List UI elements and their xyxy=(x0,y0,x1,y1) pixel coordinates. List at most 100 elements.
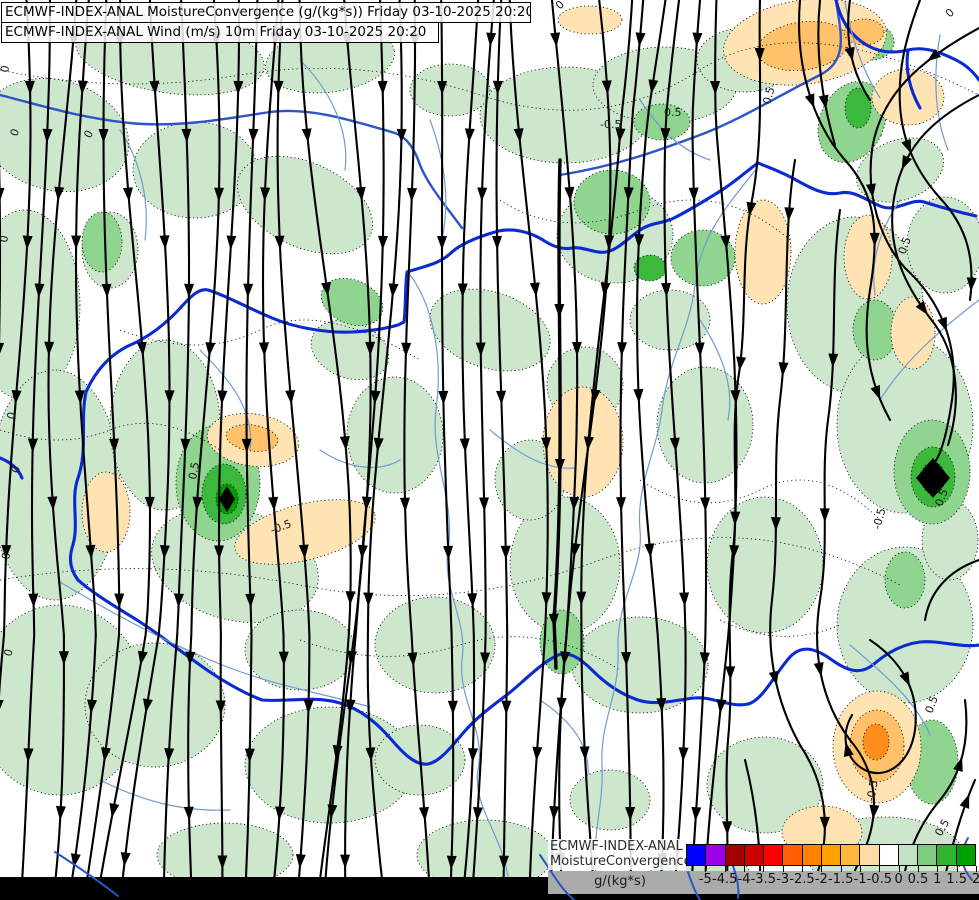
wind-arrowhead xyxy=(725,666,736,681)
wind-arrowhead xyxy=(399,497,410,512)
wind-arrowhead xyxy=(248,128,259,143)
wind-arrowhead xyxy=(870,384,881,400)
colorbar-tick xyxy=(918,866,919,872)
colorbar-tick xyxy=(705,866,707,872)
scale-tick-label: 1.5 xyxy=(946,872,968,887)
wind-arrowhead xyxy=(23,748,34,763)
wind-arrowhead xyxy=(142,698,153,714)
wind-arrowhead xyxy=(24,80,35,95)
wind-arrowhead xyxy=(215,700,226,715)
wind-arrowhead xyxy=(754,47,765,62)
wind-arrowhead xyxy=(98,128,109,143)
convergence-max-west xyxy=(219,486,235,512)
wind-arrowhead xyxy=(87,699,98,714)
wind-arrowhead xyxy=(615,497,626,512)
legend-scale-labels: -5 -4.5 -4 -3.5 -3 -2.5 -2 -1.5 -1 -0.5 0 0.5 1 1.5 2 xyxy=(686,872,979,890)
wind-arrowhead xyxy=(332,744,343,760)
colorbar-tick xyxy=(782,866,784,872)
wind-arrowhead xyxy=(355,186,366,202)
colorbar-tick xyxy=(802,866,803,872)
wind-arrowhead xyxy=(937,316,947,332)
contour-value-label: 0.5 xyxy=(896,235,914,256)
wind-arrowhead xyxy=(819,816,830,831)
colorbar-tick xyxy=(744,866,745,872)
wind-arrowhead xyxy=(570,542,581,558)
contour-value-label: 0.5 xyxy=(923,694,941,715)
colorbar-cell xyxy=(705,844,726,866)
wind-arrowhead xyxy=(0,187,5,202)
wind-arrowhead xyxy=(11,390,22,405)
wind-arrowhead xyxy=(953,757,963,772)
wind-arrowhead xyxy=(513,128,524,143)
wind-arrowhead xyxy=(27,438,38,453)
wind-arrowhead xyxy=(180,438,191,453)
wind-arrowhead xyxy=(226,235,237,250)
wind-arrowhead xyxy=(661,282,672,298)
wind-arrowhead xyxy=(491,235,502,250)
colorbar-cell xyxy=(763,844,784,866)
wind-arrowhead xyxy=(443,545,454,560)
wind-arrowhead xyxy=(804,93,815,109)
wind-arrowhead xyxy=(185,651,196,666)
wind-arrowhead xyxy=(579,746,590,761)
title-wind: ECMWF-INDEX-ANAL Wind (m/s) 10m Friday 0… xyxy=(1,22,439,43)
contour-value-label: 0.5 xyxy=(933,487,951,508)
colorbar-cell xyxy=(878,844,899,866)
wind-arrowhead xyxy=(556,697,567,712)
rivers-layer xyxy=(59,1,979,878)
wind-arrowhead xyxy=(501,700,512,715)
colorbar-cell xyxy=(724,844,745,866)
wind-arrowhead xyxy=(214,187,225,202)
wind-arrowhead xyxy=(101,747,111,762)
colorbar-tick xyxy=(724,866,726,872)
wind-arrowhead xyxy=(560,651,571,666)
wind-arrowhead xyxy=(407,652,418,667)
wind-arrowhead xyxy=(691,806,702,822)
wind-arrowhead xyxy=(590,389,601,404)
wind-arrowhead xyxy=(576,591,587,606)
wind-arrowhead xyxy=(479,497,490,512)
colorbar-cell xyxy=(936,844,957,866)
wind-arrowhead xyxy=(396,128,407,143)
wind-arrowhead xyxy=(648,79,659,94)
wind-arrowhead xyxy=(571,341,582,356)
wind-arrowhead xyxy=(926,48,942,62)
wind-arrowhead xyxy=(58,651,69,666)
title-moisture-convergence: ECMWF-INDEX-ANAL MoistureConvergence (g/… xyxy=(1,2,531,23)
wind-arrowhead xyxy=(192,496,203,511)
wind-arrowhead xyxy=(407,187,418,202)
wind-arrowhead xyxy=(295,854,306,869)
colorbar-cell xyxy=(840,844,861,866)
wind-arrowhead xyxy=(301,128,312,143)
wind-arrowhead xyxy=(217,855,228,870)
wind-arrowhead xyxy=(692,32,703,47)
wind-arrowhead xyxy=(554,458,565,473)
legend-parameter-label: MoistureConvergence xyxy=(550,854,692,869)
contour-value-label: 0 xyxy=(9,464,24,475)
wind-arrowhead xyxy=(699,652,710,667)
wind-arrowhead xyxy=(303,699,314,714)
wind-arrowhead xyxy=(500,545,511,560)
scale-tick-label: 0.5 xyxy=(907,872,929,887)
wind-arrowhead xyxy=(746,201,757,217)
wind-arrowhead xyxy=(401,342,412,357)
scale-tick-label: 1 xyxy=(933,872,942,887)
wind-arrowhead xyxy=(498,855,509,870)
wind-arrowhead xyxy=(768,670,779,686)
wind-arrowhead xyxy=(245,593,256,608)
contour-value-label: 0 xyxy=(1,648,15,658)
wind-arrowhead xyxy=(114,593,125,608)
colorbar-tick xyxy=(937,866,939,872)
wind-arrowhead xyxy=(164,748,175,763)
wind-arrowhead xyxy=(496,390,507,405)
wind-arrowhead xyxy=(120,852,131,867)
wind-arrowhead xyxy=(730,390,741,405)
colorbar-tick xyxy=(956,866,958,872)
colorbar-tick xyxy=(898,866,900,872)
wind-arrowhead xyxy=(373,437,384,452)
colorbar-cell xyxy=(820,844,842,866)
colorbar-cell xyxy=(782,844,803,866)
wind-arrowhead xyxy=(679,592,690,607)
